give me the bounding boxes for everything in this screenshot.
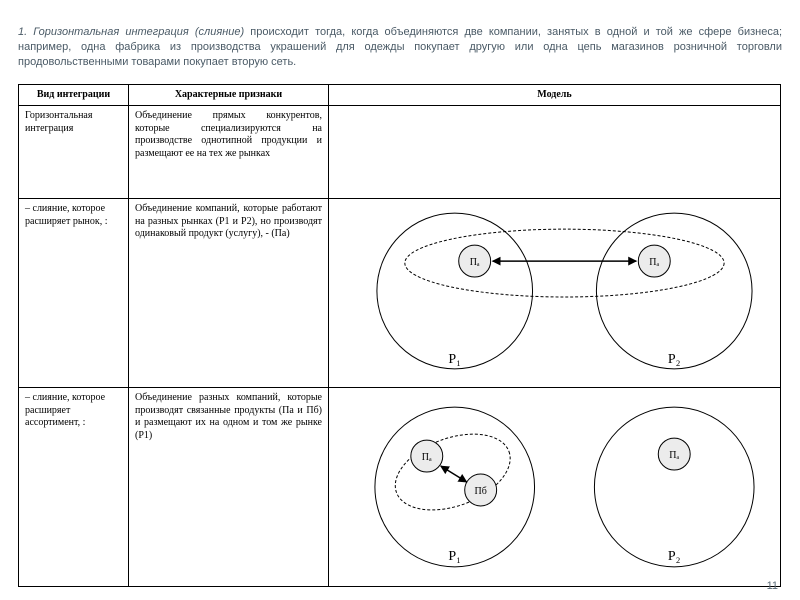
integration-table: Вид интеграции Характерные признаки Моде…: [18, 84, 781, 588]
cell-model: [329, 106, 781, 199]
cell-desc: Объединение прямых конкурентов, которые …: [129, 106, 329, 199]
cell-kind: Горизонтальная интеграция: [19, 106, 129, 199]
th-kind: Вид интеграции: [19, 84, 129, 106]
th-model: Модель: [329, 84, 781, 106]
cell-kind: – слияние, которое расширяет ассортимент…: [19, 388, 129, 587]
intro-paragraph: 1. Горизонтальная интеграция (слияние) п…: [18, 25, 782, 70]
label-p1: Р₁: [448, 549, 461, 564]
table-row: – слияние, которое расширяет рынок, : Об…: [19, 199, 781, 388]
table-row: Горизонтальная интеграция Объединение пр…: [19, 106, 781, 199]
cell-kind: – слияние, которое расширяет рынок, :: [19, 199, 129, 388]
label-p2: Р₂: [668, 549, 681, 564]
page-number: 11: [767, 580, 778, 592]
cell-desc: Объединение разных компаний, которые про…: [129, 388, 329, 587]
intro-lead: 1. Горизонтальная интеграция (слияние): [18, 26, 244, 38]
cell-desc: Объединение компаний, которые работают н…: [129, 199, 329, 388]
label-pa-right: Пₐ: [669, 450, 679, 461]
label-pa-right: Пₐ: [649, 257, 659, 268]
label-p2: Р₂: [668, 352, 681, 367]
th-desc: Характерные признаки: [129, 84, 329, 106]
label-pa-left: Пₐ: [470, 257, 480, 268]
diagram-market: Р₁ Р₂ Пₐ Пₐ: [335, 203, 774, 383]
diagram-assort: Р₁ Пₐ Пб Р₂: [335, 392, 774, 582]
label-p1: Р₁: [448, 352, 461, 367]
table-row: – слияние, которое расширяет ассортимент…: [19, 388, 781, 587]
cell-model: Р₁ Пₐ Пб Р₂: [329, 388, 781, 587]
cell-model: Р₁ Р₂ Пₐ Пₐ: [329, 199, 781, 388]
label-pa-left: Пₐ: [422, 452, 432, 463]
label-pb: Пб: [475, 486, 487, 497]
